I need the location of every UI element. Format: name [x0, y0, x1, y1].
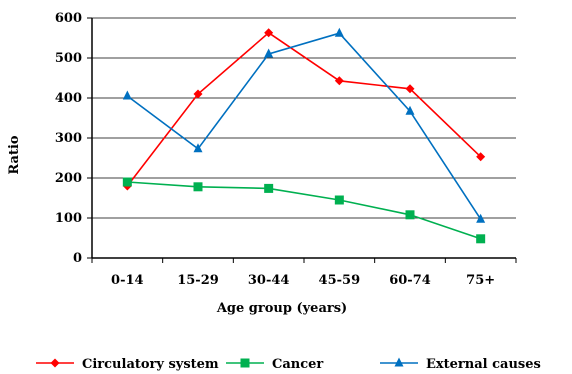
data-point: [405, 105, 415, 115]
legend-marker: [394, 357, 404, 367]
y-tick-label: 300: [55, 131, 82, 146]
legend-item: External causes: [380, 357, 541, 372]
data-point: [122, 90, 132, 100]
y-tick-label: 0: [73, 251, 82, 266]
legend-marker: [240, 358, 250, 368]
legend-label: External causes: [426, 357, 541, 372]
y-axis-title: Ratio: [7, 135, 22, 174]
x-axis-title: Age group (years): [216, 301, 347, 316]
series-external-causes: [122, 27, 486, 223]
x-tick-label: 15-29: [177, 273, 219, 288]
data-point: [405, 84, 415, 94]
y-tick-label: 600: [55, 11, 82, 26]
y-tick-label: 100: [55, 211, 82, 226]
data-point: [334, 76, 344, 86]
x-axis-ticks: 0-14 15-29 30-44 45-59 60-74 75+: [91, 258, 517, 288]
data-point: [122, 177, 132, 187]
gridlines: [92, 17, 516, 219]
series-group: [122, 27, 486, 244]
series-line: [127, 181, 481, 240]
data-point: [405, 210, 415, 220]
data-point: [334, 27, 344, 37]
data-point: [476, 213, 486, 223]
x-tick-label: 60-74: [389, 273, 431, 288]
legend: Circulatory system Cancer External causes: [36, 357, 541, 372]
x-tick-label: 45-59: [319, 273, 361, 288]
data-point: [193, 143, 203, 153]
legend-item: Circulatory system: [36, 357, 219, 372]
data-point: [334, 195, 344, 205]
legend-label: Cancer: [272, 357, 323, 372]
x-tick-label: 75+: [466, 273, 495, 288]
y-axis-ticks: 0 100 200 300 400 500 600: [55, 11, 92, 266]
series-circulatory-system: [122, 28, 486, 191]
data-point: [193, 89, 203, 99]
data-point: [264, 48, 274, 58]
data-point: [476, 234, 486, 244]
legend-item: Cancer: [226, 357, 323, 372]
y-tick-label: 500: [55, 51, 82, 66]
data-point: [264, 28, 274, 38]
x-tick-label: 0-14: [111, 273, 144, 288]
series-line: [126, 31, 482, 187]
data-point: [193, 182, 203, 192]
data-point: [476, 152, 486, 162]
x-tick-label: 30-44: [248, 273, 290, 288]
legend-marker: [50, 358, 60, 368]
data-point: [264, 183, 274, 193]
y-tick-label: 200: [55, 171, 82, 186]
series-cancer: [122, 177, 486, 244]
y-tick-label: 400: [55, 91, 82, 106]
legend-label: Circulatory system: [82, 357, 219, 372]
series-line: [126, 32, 482, 220]
